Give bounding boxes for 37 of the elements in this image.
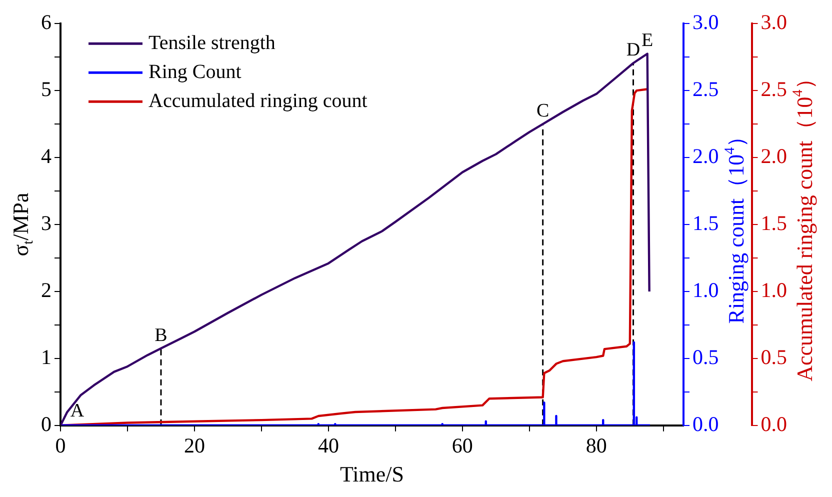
legend-label: Accumulated ringing count [148, 90, 368, 112]
y2-axis-title: Ringing count（104） [722, 125, 749, 324]
y3-tick-label: 1.0 [760, 278, 787, 302]
y-tick-label: 1 [41, 344, 52, 369]
x-tick-label: 40 [318, 434, 339, 458]
x-tick-label: 20 [184, 434, 205, 458]
y2-tick-label: 2.0 [692, 144, 719, 168]
x-tick-label: 80 [586, 434, 607, 458]
y-tick-label: 3 [41, 211, 52, 236]
annotation: D [626, 40, 640, 61]
legend-label: Ring Count [148, 60, 242, 83]
y2-tick-label: 3.0 [692, 10, 719, 34]
y-tick-label: 5 [41, 77, 52, 102]
annotation: B [154, 324, 168, 346]
y-tick-label: 6 [41, 10, 52, 34]
annotation: C [536, 100, 550, 122]
y3-tick-label: 2.5 [760, 77, 787, 102]
y3-tick-label: 0.0 [760, 412, 787, 436]
annotation: E [642, 30, 654, 52]
y-tick-label: 0 [41, 412, 52, 436]
y2-tick-label: 1.5 [692, 211, 719, 236]
y3-tick-label: 3.0 [760, 10, 787, 34]
y2-tick-label: 1.0 [692, 278, 719, 302]
y2-tick-label: 2.5 [692, 77, 719, 102]
annotation: A [70, 400, 84, 422]
y-tick-label: 4 [41, 144, 52, 168]
y3-tick-label: 2.0 [760, 144, 787, 168]
y3-tick-label: 0.5 [760, 344, 787, 369]
y2-tick-label: 0.0 [692, 412, 719, 436]
x-axis-title: Time/S [340, 462, 404, 487]
y3-tick-label: 1.5 [760, 211, 787, 236]
x-tick-label: 60 [452, 434, 473, 458]
y-tick-label: 2 [41, 278, 52, 302]
y3-axis-title: Accumulated ringing count（104） [790, 68, 817, 382]
legend-label: Tensile strength [148, 32, 276, 54]
y2-tick-label: 0.5 [692, 344, 719, 369]
y-axis-title: σt/MPa [8, 192, 36, 256]
